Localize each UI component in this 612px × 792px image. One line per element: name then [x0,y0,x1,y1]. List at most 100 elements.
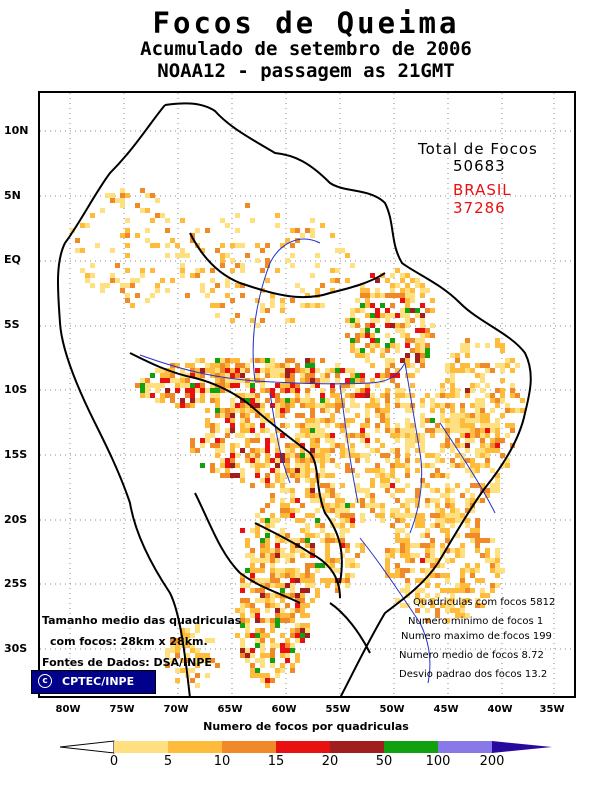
fire-cell [220,373,225,378]
fire-cell [230,443,235,448]
fire-cell [255,403,260,408]
fire-cell [315,493,320,498]
fire-cell [245,453,250,458]
fire-cell [360,303,365,308]
fire-cell [285,388,290,393]
fire-cell [260,448,265,453]
fire-cell [410,428,415,433]
fire-cell [240,643,245,648]
fire-cell [350,263,355,268]
fire-cell [370,508,375,513]
fire-cell [440,518,445,523]
fire-cell [280,548,285,553]
fire-cell [335,443,340,448]
lat-label: 25S [4,577,28,590]
fire-cell [305,453,310,458]
fire-cell [405,323,410,328]
fire-cell [310,583,315,588]
fire-cell [145,298,150,303]
fire-cell [290,383,295,388]
fire-cell [480,498,485,503]
fire-cell [210,468,215,473]
fire-cell [95,243,100,248]
fire-cell [270,303,275,308]
fire-cell [430,558,435,563]
fire-cell [395,458,400,463]
fire-cell [350,418,355,423]
fire-cell [165,388,170,393]
fire-cell [450,408,455,413]
fire-cell [350,313,355,318]
fire-cell [410,553,415,558]
lat-label: 10S [4,383,28,396]
fire-cell [190,643,195,648]
fire-cell [515,393,520,398]
fire-cell [460,453,465,458]
fire-cell [350,518,355,523]
fire-cell [435,558,440,563]
fire-cell [410,308,415,313]
fire-cell [465,428,470,433]
fire-cell [450,368,455,373]
fire-cell [225,463,230,468]
fire-cell [475,483,480,488]
fire-cell [250,553,255,558]
fire-cell [225,378,230,383]
fire-cell [435,468,440,473]
fire-cell [215,388,220,393]
fire-cell [260,378,265,383]
fire-cell [215,373,220,378]
fire-cell [350,383,355,388]
brasil-value: 37286 [453,199,506,217]
fire-cell [435,523,440,528]
fire-cell [180,253,185,258]
fire-cell [205,433,210,438]
fire-cell [345,468,350,473]
fire-cell [240,293,245,298]
fire-cell [415,598,420,603]
fire-cell [255,638,260,643]
fire-cell [300,453,305,458]
fire-cell [460,513,465,518]
fire-cell [160,378,165,383]
fire-cell [495,438,500,443]
fire-cell [300,588,305,593]
fire-cell [235,408,240,413]
fire-cell [180,668,185,673]
fire-cell [420,328,425,333]
fire-cell [345,318,350,323]
fire-cell [265,368,270,373]
fire-cell [420,323,425,328]
fire-cell [230,258,235,263]
fire-cell [470,568,475,573]
fire-cell [435,518,440,523]
fire-cell [470,483,475,488]
fire-cell [425,288,430,293]
fire-cell [485,443,490,448]
fire-cell [360,428,365,433]
fire-cell [305,473,310,478]
fire-cell [450,428,455,433]
fire-cell [390,323,395,328]
fire-cell [395,283,400,288]
fire-cell [275,618,280,623]
fire-cell [175,243,180,248]
fire-cell [315,588,320,593]
fire-cell [205,388,210,393]
fire-cell [160,368,165,373]
fire-cell [440,473,445,478]
fire-cell [195,673,200,678]
stat-line: Quadriculas com focos 5812 [413,597,556,608]
fire-cell [460,553,465,558]
fire-cell [265,428,270,433]
fire-cell [285,533,290,538]
fire-cell [495,428,500,433]
fire-cell [465,613,470,618]
fire-cell [470,463,475,468]
fire-cell [255,243,260,248]
fire-cell [355,553,360,558]
fire-cell [385,483,390,488]
fire-cell [205,363,210,368]
fire-cell [360,498,365,503]
fire-cell [430,403,435,408]
